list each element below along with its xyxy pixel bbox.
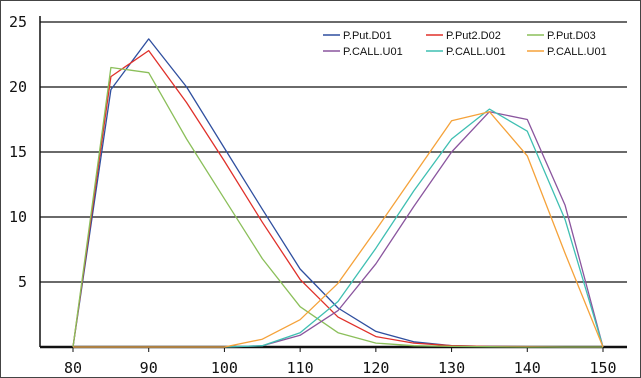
x-tick-label-150: 150 [589, 359, 616, 377]
y-tick-label-20: 20 [9, 78, 27, 96]
legend-label-6: P.CALL.U01 [547, 46, 607, 58]
x-tick-label-90: 90 [140, 359, 158, 377]
y-tick-label-10: 10 [9, 208, 27, 226]
x-tick-label-140: 140 [514, 359, 541, 377]
x-tick-label-110: 110 [287, 359, 314, 377]
y-tick-label-15: 15 [9, 143, 27, 161]
legend-label-4: P.CALL.U01 [343, 46, 403, 58]
legend-label-3: P.Put.D03 [547, 30, 596, 42]
series-line-3 [72, 66, 603, 348]
x-tick-label-80: 80 [64, 359, 82, 377]
legend-label-2: P.Put2.D02 [446, 30, 501, 42]
series-line-6 [73, 111, 604, 348]
y-tick-label-25: 25 [9, 13, 27, 31]
legend-label-5: P.CALL.U01 [446, 46, 506, 58]
x-tick-label-120: 120 [362, 359, 389, 377]
x-tick-label-130: 130 [438, 359, 465, 377]
x-tick-label-100: 100 [211, 359, 238, 377]
legend-label-1: P.Put.D01 [343, 30, 392, 42]
y-tick-label-5: 5 [18, 273, 27, 291]
